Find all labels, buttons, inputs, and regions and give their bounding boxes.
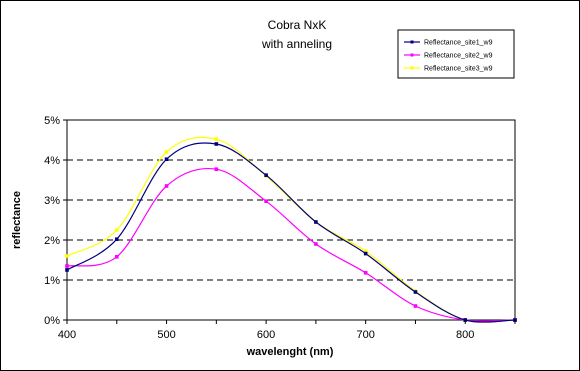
- legend-marker: [410, 53, 414, 57]
- series-line: [66, 142, 516, 323]
- chart-title: Cobra NxK: [268, 18, 327, 32]
- data-point: [214, 142, 219, 146]
- legend-entry: Reflectance_site1_w9: [404, 40, 493, 47]
- chart-subtitle: with anneling: [261, 37, 332, 51]
- legend-entry: Reflectance_site3_w9: [404, 66, 493, 73]
- data-point: [314, 220, 318, 224]
- legend-marker: [410, 66, 414, 70]
- axis-ticks: 0% 1% 2% 3% 4% 5% 400 500 600 700 800: [44, 115, 516, 341]
- data-point: [363, 249, 368, 253]
- y-axis-title: reflectance: [11, 191, 23, 249]
- legend-marker: [410, 40, 414, 44]
- x-tick-label: 400: [58, 329, 76, 341]
- legend-items: Reflectance_site1_w9 Reflectance_site2_w9…: [404, 40, 493, 73]
- data-point: [114, 255, 119, 259]
- legend-label: Reflectance_site2_w9: [424, 53, 493, 60]
- data-point: [363, 271, 368, 275]
- data-point: [214, 167, 219, 171]
- y-tick-label: 0%: [44, 315, 60, 327]
- data-point: [65, 268, 69, 272]
- series-line: [66, 167, 516, 322]
- y-tick-label: 4%: [44, 155, 60, 167]
- data-point: [413, 290, 418, 294]
- x-tick-label: 700: [356, 329, 374, 341]
- legend-label: Reflectance_site3_w9: [424, 66, 493, 73]
- y-tick-label: 3%: [44, 195, 60, 207]
- x-tick-label: 600: [257, 329, 275, 341]
- x-tick-label: 500: [157, 329, 175, 341]
- legend-label: Reflectance_site1_w9: [424, 40, 493, 47]
- data-point: [164, 184, 169, 188]
- data-point: [264, 173, 268, 177]
- plot-area: [66, 119, 516, 321]
- legend-entry: Reflectance_site2_w9: [404, 53, 493, 60]
- legend-box: [397, 29, 515, 79]
- data-point: [264, 199, 268, 203]
- x-tick-label: 800: [456, 329, 474, 341]
- y-tick-label: 2%: [44, 235, 60, 247]
- data-point: [413, 304, 418, 308]
- data-point: [65, 254, 69, 258]
- data-point: [363, 251, 368, 256]
- y-tick-label: 1%: [44, 275, 60, 287]
- x-axis-title: wavelenght (nm): [246, 346, 334, 358]
- data-point: [65, 264, 69, 268]
- data-point: [214, 137, 219, 141]
- data-point: [114, 237, 119, 241]
- legend: Reflectance_site1_w9 Reflectance_site2_w9…: [397, 29, 515, 79]
- data-point: [164, 157, 169, 161]
- y-tick-label: 5%: [44, 115, 60, 127]
- data-point: [314, 242, 318, 246]
- data-point: [114, 228, 119, 232]
- data-point: [164, 150, 169, 154]
